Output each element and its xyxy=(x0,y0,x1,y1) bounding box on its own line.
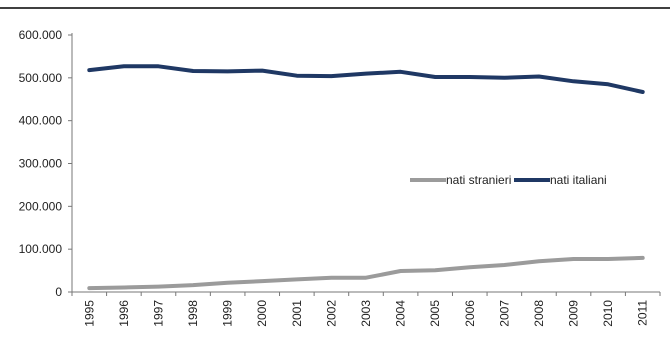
y-tick-label: 300.000 xyxy=(19,157,63,171)
legend-label-nati-italiani: nati italiani xyxy=(550,173,607,187)
x-tick-label: 2011 xyxy=(636,300,650,326)
x-tick-label: 1996 xyxy=(117,300,131,327)
y-tick-label: 400.000 xyxy=(19,114,63,128)
y-tick-label: 100.000 xyxy=(19,242,63,256)
x-tick-label: 1998 xyxy=(186,300,200,327)
x-tick-label: 2006 xyxy=(463,300,477,327)
x-tick-label: 2007 xyxy=(497,300,511,327)
x-tick-label: 2010 xyxy=(601,300,615,327)
x-tick-label: 2002 xyxy=(324,300,338,327)
x-tick-label: 2001 xyxy=(290,300,304,327)
series-lines xyxy=(87,64,645,291)
series-line-nati-stranieri xyxy=(87,255,645,291)
series-line-nati-italiani xyxy=(87,64,645,94)
y-axis-ticks: 0 100.000 200.000 300.000 400.000 500.000 600.… xyxy=(19,28,72,299)
y-tick-label: 0 xyxy=(55,285,62,299)
legend: nati stranieri nati italiani xyxy=(410,173,607,187)
y-tick-label: 600.000 xyxy=(19,28,63,42)
x-tick-label: 2004 xyxy=(394,300,408,327)
x-tick-label: 1997 xyxy=(151,300,165,327)
x-tick-label: 2009 xyxy=(567,300,581,327)
x-tick-label: 2005 xyxy=(428,300,442,327)
legend-label-nati-stranieri: nati stranieri xyxy=(446,173,511,187)
x-tick-label: 1999 xyxy=(221,300,235,327)
y-tick-label: 200.000 xyxy=(19,199,63,213)
x-tick-label: 2003 xyxy=(359,300,373,327)
x-tick-label: 2000 xyxy=(255,300,269,327)
y-tick-label: 500.000 xyxy=(19,71,63,85)
x-tick-label: 2008 xyxy=(532,300,546,327)
x-tick-label: 1995 xyxy=(82,300,96,327)
x-axis-ticks: 1995 1996 1997 1998 1999 2000 2001 2002 2003 2004… xyxy=(71,292,661,327)
